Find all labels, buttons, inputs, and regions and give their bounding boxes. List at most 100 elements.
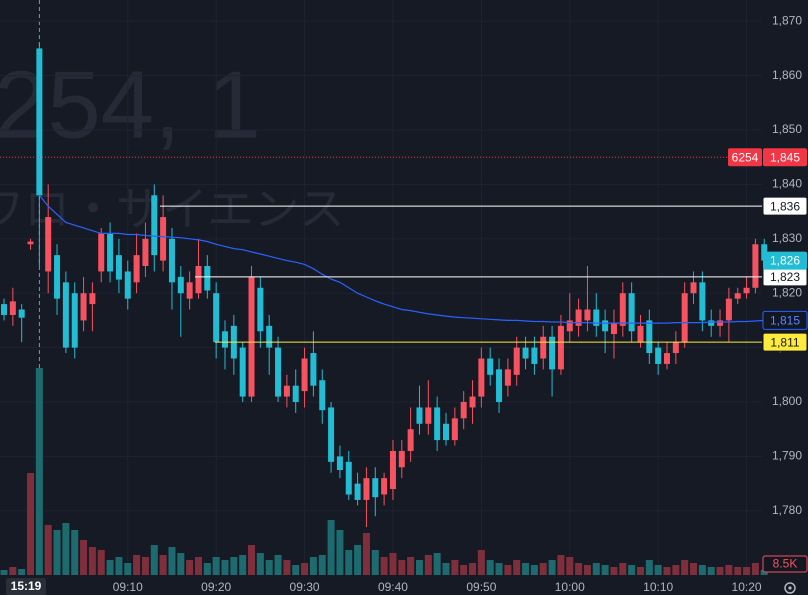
volume-bar: [698, 565, 706, 575]
volume-bar: [362, 533, 370, 575]
price-label-box: [762, 332, 808, 352]
candle-body: [504, 369, 511, 386]
candle-body: [681, 293, 688, 343]
candle-body: [602, 320, 609, 332]
candle-body: [195, 266, 202, 294]
candle-body: [487, 358, 494, 375]
volume-bar: [407, 557, 415, 575]
volume-bar: [619, 563, 627, 575]
volume-bar: [194, 557, 202, 575]
volume-bar: [380, 557, 388, 575]
volume-bar: [548, 560, 556, 575]
volume-bar: [80, 540, 88, 575]
candle-body: [133, 255, 140, 283]
candle-body: [734, 293, 741, 299]
volume-bar: [256, 553, 264, 575]
volume-bar: [424, 555, 432, 575]
candle-body: [328, 407, 335, 462]
candle-body: [319, 380, 326, 411]
candle-body: [531, 347, 538, 364]
candle-body: [425, 407, 432, 424]
volume-bar: [460, 565, 468, 575]
volume-bar: [354, 545, 362, 575]
candle-body: [743, 287, 750, 294]
volume-bar: [415, 560, 423, 575]
candle-body: [9, 301, 16, 315]
volume-bar: [97, 550, 105, 575]
y-tick-label: 1,820: [772, 285, 802, 299]
candle-body: [45, 217, 52, 272]
volume-bar: [186, 560, 194, 575]
volume-bar: [751, 563, 759, 575]
prev-close-code-box: [728, 148, 762, 167]
candle-body: [540, 336, 547, 359]
settings-gear[interactable]: [784, 582, 796, 594]
volume-bar: [557, 555, 565, 575]
volume-bar: [530, 565, 538, 575]
settings-icon[interactable]: [784, 582, 796, 594]
volume-bar: [636, 567, 644, 575]
volume-bar: [318, 555, 326, 575]
volume-bar: [522, 563, 530, 575]
x-tick-label: 09:20: [201, 580, 231, 594]
candle-body: [672, 342, 679, 354]
volume-bar: [654, 565, 662, 575]
candle-body: [610, 323, 617, 335]
time-axis: [0, 575, 808, 595]
last-price-box: [763, 251, 807, 270]
volume-bar: [168, 547, 176, 575]
price-label-box: [762, 196, 808, 216]
volume-bar: [743, 567, 751, 575]
candle-body: [699, 282, 706, 321]
candle-body: [160, 217, 167, 261]
y-tick-label: 1,800: [772, 394, 802, 408]
candle-body: [27, 241, 34, 245]
volume-bar: [513, 560, 521, 575]
volume-bar: [9, 567, 17, 575]
candle-body: [637, 325, 644, 343]
candle-body: [107, 233, 114, 272]
ma-label: 1,815: [770, 314, 800, 328]
volume-bar: [433, 553, 441, 575]
volume-label: 8.5K: [773, 557, 798, 571]
volume-bar: [292, 565, 300, 575]
candle-body: [248, 276, 255, 397]
candle-body: [513, 347, 520, 375]
volume-bar: [141, 557, 149, 575]
candle-body: [752, 244, 759, 288]
candle-body: [310, 353, 317, 386]
candle-body: [71, 293, 78, 348]
ma-label-box: [762, 310, 808, 330]
candle-body: [593, 309, 600, 326]
candle-body: [62, 282, 69, 348]
settings-hub[interactable]: [788, 586, 792, 590]
candle-body: [469, 396, 476, 408]
candle-body: [142, 238, 149, 267]
volume-bar: [212, 557, 220, 575]
price-label: 1,823: [770, 270, 800, 284]
candle-body: [98, 233, 105, 272]
volume-bar: [53, 530, 61, 575]
volume-bar: [27, 473, 35, 575]
volume-bar: [398, 560, 406, 575]
volume-bar: [327, 520, 335, 575]
candle-body: [690, 282, 697, 294]
candle-body: [354, 483, 361, 500]
volume-bar: [221, 560, 229, 575]
candle-body: [89, 293, 96, 305]
watermark-name: ワロ・サイエンス: [0, 183, 345, 235]
volume-bar: [601, 565, 609, 575]
candle-body: [443, 423, 449, 441]
volume-bar: [663, 567, 671, 575]
volume-bar: [477, 550, 485, 575]
volume-bar: [150, 545, 158, 575]
candle-body: [151, 195, 158, 256]
volume-bar: [106, 560, 114, 575]
volume-bar: [610, 567, 618, 575]
volume-bar: [681, 560, 689, 575]
candle-body: [566, 320, 573, 332]
candle-body: [584, 309, 591, 321]
volume-bar: [62, 523, 70, 575]
